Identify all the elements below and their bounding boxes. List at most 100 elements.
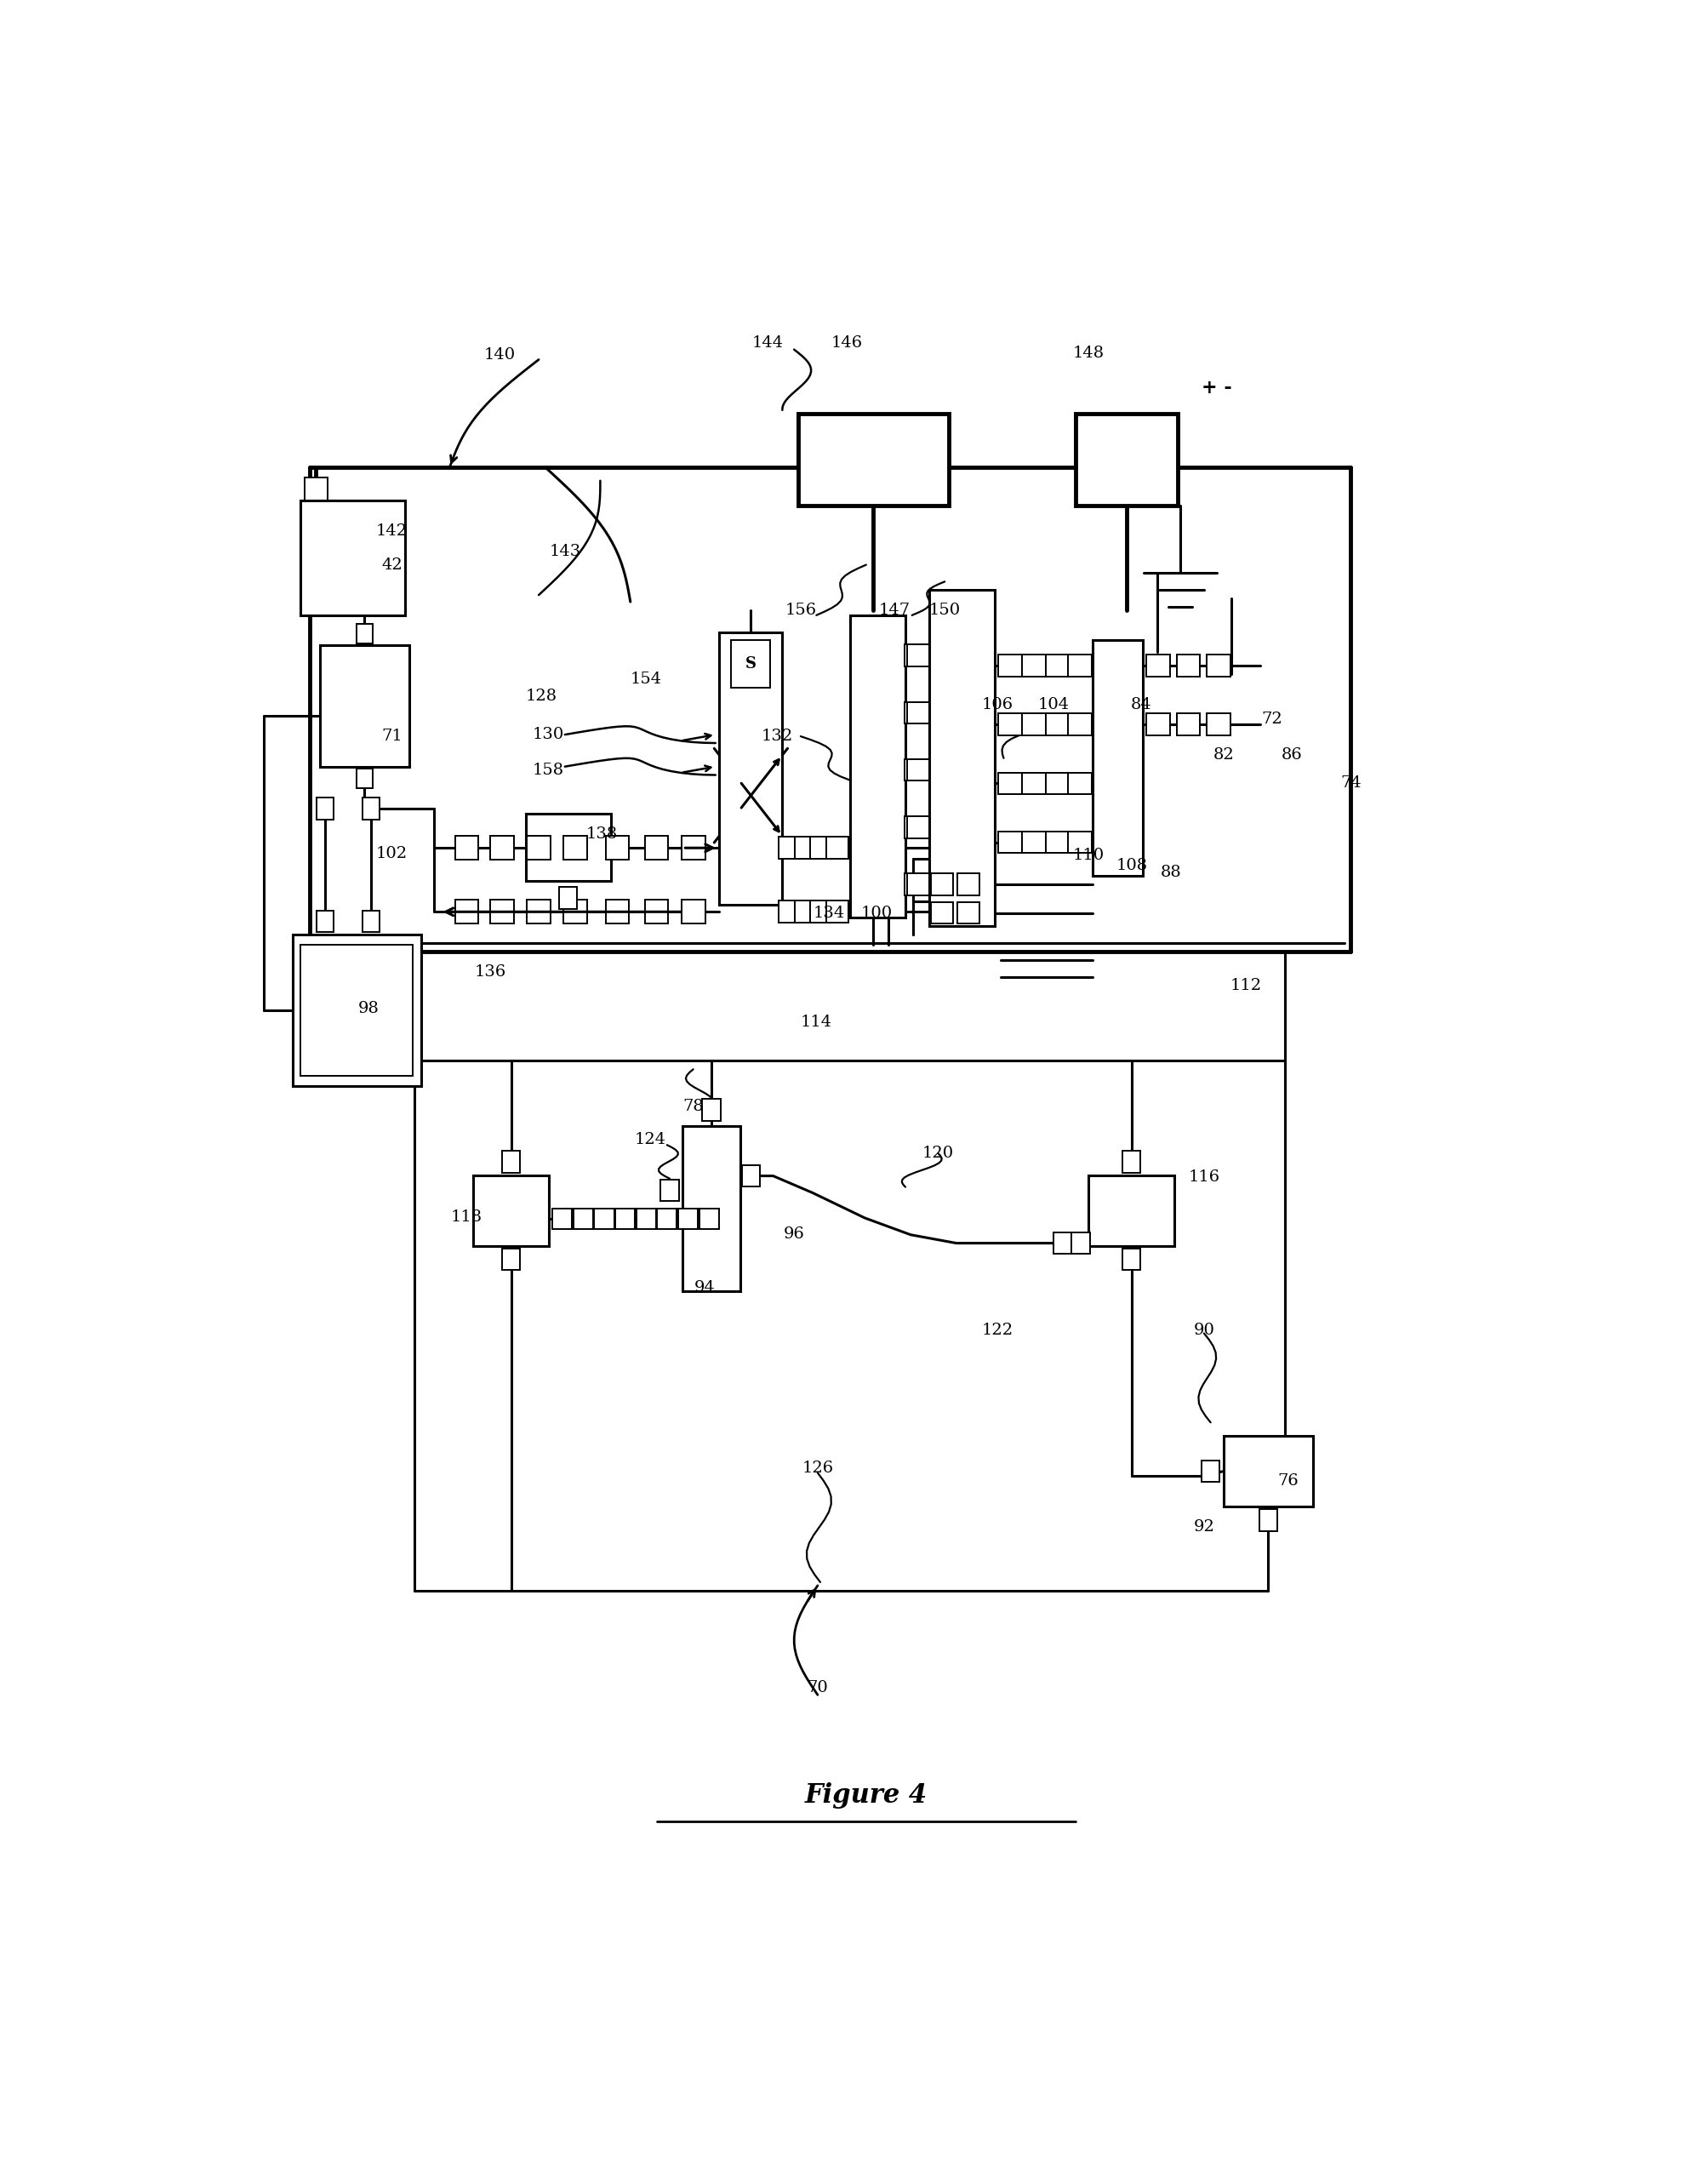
Bar [908,817,929,839]
Text: 122: 122 [982,1321,1012,1337]
Text: 114: 114 [801,1016,831,1031]
Bar [999,832,1022,854]
Bar [292,935,421,1085]
Bar [527,900,551,924]
Text: 78: 78 [683,1099,703,1114]
Text: 134: 134 [813,904,845,919]
Text: 104: 104 [1038,697,1070,712]
Bar [999,714,1022,736]
Bar [1207,655,1230,677]
Bar [526,815,610,880]
Bar [904,760,928,782]
Text: 76: 76 [1278,1474,1298,1489]
Text: 86: 86 [1281,747,1303,762]
Bar [301,946,412,1077]
Bar [363,911,380,933]
Text: 142: 142 [377,524,407,539]
Bar [904,817,928,839]
Bar [957,874,980,895]
Text: 70: 70 [808,1679,828,1695]
Bar [931,874,953,895]
Bar [661,1179,679,1201]
Bar [502,1151,521,1173]
Bar [1075,413,1178,507]
Bar [316,797,333,819]
Text: 102: 102 [377,847,407,863]
Text: 94: 94 [695,1280,715,1295]
Text: 124: 124 [634,1131,666,1147]
Bar [681,900,705,924]
Text: 100: 100 [860,904,892,919]
Bar [595,1210,613,1230]
Text: 88: 88 [1161,865,1181,880]
Bar [794,900,816,924]
Text: 42: 42 [382,557,402,572]
Bar [605,836,629,860]
Bar [908,701,929,723]
Bar [1224,1435,1313,1507]
Text: 158: 158 [532,762,564,778]
Text: Figure 4: Figure 4 [804,1782,928,1808]
Bar [490,900,514,924]
Bar [826,836,848,858]
Text: 96: 96 [784,1227,804,1243]
Bar [455,900,478,924]
Bar [908,644,929,666]
Bar [559,887,578,909]
Text: 140: 140 [483,347,515,363]
Bar [357,769,372,788]
Text: 74: 74 [1340,775,1360,791]
Bar [1176,655,1200,677]
Bar [1046,773,1070,795]
Text: 126: 126 [801,1461,833,1476]
Bar [904,644,928,666]
Bar [957,902,980,924]
Bar [850,616,906,917]
Bar [605,900,629,924]
Bar [904,701,928,723]
Bar [363,797,380,819]
Text: 148: 148 [1073,345,1105,360]
Bar [681,836,705,860]
Bar [720,631,782,904]
Text: + -: + - [1202,378,1232,397]
Bar [301,500,406,616]
Bar [1122,1249,1141,1271]
Bar [811,900,833,924]
Text: 72: 72 [1262,712,1283,727]
Bar [931,902,953,924]
Text: 84: 84 [1131,697,1151,712]
Bar [1071,1232,1090,1254]
Text: 146: 146 [831,334,862,349]
Bar [1022,832,1046,854]
Text: 110: 110 [1073,847,1105,863]
Text: 130: 130 [532,727,564,743]
Text: 138: 138 [586,826,617,841]
Bar [999,655,1022,677]
Bar [1068,832,1092,854]
Bar [1046,714,1070,736]
Bar [683,1127,740,1291]
Bar [657,1210,678,1230]
Bar [646,836,668,860]
Bar [1259,1509,1278,1531]
Text: 147: 147 [879,603,911,618]
Bar [908,760,929,782]
Bar [1022,655,1046,677]
Bar [678,1210,698,1230]
Bar [573,1210,593,1230]
Bar [1022,714,1046,736]
Bar [779,900,801,924]
Bar [1068,714,1092,736]
Text: S: S [745,657,757,673]
Bar [826,900,848,924]
Text: 82: 82 [1213,747,1234,762]
Bar [473,1175,549,1245]
Bar [316,911,333,933]
Bar [527,836,551,860]
Bar [1053,1232,1071,1254]
Text: 92: 92 [1193,1520,1215,1535]
Bar [563,900,586,924]
Text: 128: 128 [526,688,558,703]
Text: 71: 71 [382,729,402,745]
